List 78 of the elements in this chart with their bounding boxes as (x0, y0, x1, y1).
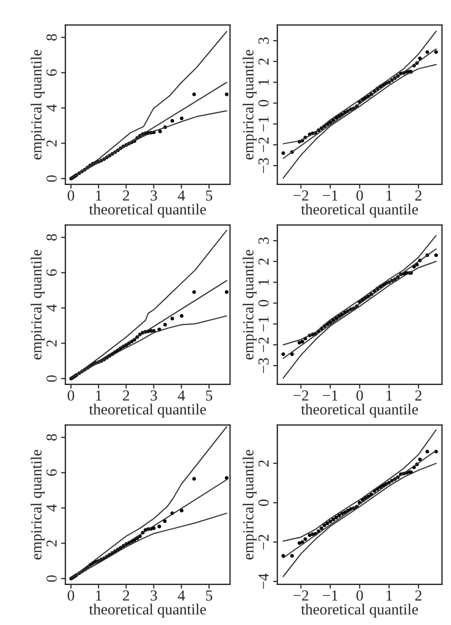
x-tick-label: 2 (415, 390, 422, 401)
y-tick-label: 2 (258, 58, 269, 65)
y-tick-label: 2 (46, 540, 57, 546)
y-tick-label: 3 (258, 37, 269, 44)
x-tick-label: 2 (123, 190, 130, 201)
y-tick-label: 0 (46, 375, 57, 382)
x-tick-label: 2 (123, 590, 130, 601)
y-axis-title: empirical quantile (242, 50, 257, 160)
y-tick-label: 0 (46, 575, 57, 582)
x-tick-label: −1 (322, 390, 338, 401)
y-tick-label: −3 (258, 358, 269, 373)
x-tick-label: 0 (68, 190, 74, 201)
y-axis-title: empirical quantile (30, 450, 45, 560)
x-tick-label: 1 (96, 590, 102, 601)
x-axis-title: theoretical quantile (89, 604, 206, 618)
y-tick-label: 4 (46, 304, 57, 312)
x-axis-title: theoretical quantile (89, 404, 206, 418)
x-tick-label: 1 (96, 190, 102, 201)
y-tick-label: 0 (258, 499, 269, 506)
x-tick-label: 2 (415, 190, 422, 201)
x-axis-title: theoretical quantile (301, 604, 418, 618)
x-tick-label: −1 (322, 590, 338, 601)
y-tick-label: 6 (46, 69, 57, 76)
y-tick-label: 4 (46, 504, 57, 512)
y-tick-label: 0 (258, 100, 269, 106)
x-tick-label: −2 (294, 390, 308, 401)
x-tick-label: 5 (206, 590, 212, 601)
x-tick-label: 4 (178, 390, 185, 401)
y-tick-label: 8 (46, 434, 57, 441)
x-tick-label: 0 (68, 590, 74, 601)
y-tick-label: −3 (258, 158, 269, 173)
y-axis-title: empirical quantile (242, 250, 257, 360)
y-tick-label: 4 (46, 104, 57, 112)
x-tick-label: 0 (356, 190, 363, 201)
x-tick-label: 0 (356, 590, 363, 601)
y-tick-label: 6 (46, 269, 57, 276)
y-tick-label: 8 (46, 234, 57, 241)
x-tick-label: 3 (150, 590, 157, 601)
x-tick-label: 1 (96, 390, 102, 401)
y-tick-label: −1 (258, 116, 269, 132)
y-tick-label: −2 (258, 534, 269, 550)
x-tick-label: −2 (294, 190, 308, 201)
y-tick-label: −2 (258, 338, 269, 352)
y-tick-label: 0 (46, 175, 57, 182)
x-axis-title: theoretical quantile (301, 404, 418, 418)
x-tick-label: 3 (150, 390, 157, 401)
y-axis-title: empirical quantile (30, 50, 45, 160)
x-tick-label: 1 (386, 590, 392, 601)
y-axis-title: empirical quantile (30, 250, 45, 360)
x-tick-label: 2 (415, 590, 422, 601)
x-tick-label: 4 (178, 590, 185, 601)
x-tick-label: 0 (356, 390, 363, 401)
x-tick-label: 1 (386, 390, 392, 401)
y-tick-label: 2 (46, 140, 57, 146)
y-tick-label: −1 (258, 316, 269, 332)
x-axis-title: theoretical quantile (89, 204, 206, 218)
x-tick-label: 3 (150, 190, 157, 201)
x-tick-label: −2 (294, 590, 308, 601)
y-tick-label: 3 (258, 237, 269, 244)
y-tick-label: 2 (258, 460, 269, 467)
y-tick-label: −2 (258, 138, 269, 152)
x-tick-label: −1 (322, 190, 338, 201)
x-tick-label: 2 (123, 390, 130, 401)
x-tick-label: 1 (386, 190, 392, 201)
y-tick-label: 1 (258, 79, 269, 85)
y-axis-title: empirical quantile (242, 450, 257, 560)
y-tick-label: 2 (258, 258, 269, 265)
x-tick-label: 0 (68, 390, 74, 401)
y-tick-label: 0 (258, 300, 269, 306)
x-axis-title: theoretical quantile (301, 204, 418, 218)
y-tick-label: −4 (258, 574, 269, 589)
y-tick-label: 6 (46, 469, 57, 476)
y-tick-label: 8 (46, 34, 57, 41)
y-tick-label: 2 (46, 340, 57, 346)
x-tick-label: 4 (178, 190, 185, 201)
y-tick-label: 1 (258, 279, 269, 285)
x-tick-label: 5 (206, 390, 212, 401)
x-tick-label: 5 (206, 190, 212, 201)
